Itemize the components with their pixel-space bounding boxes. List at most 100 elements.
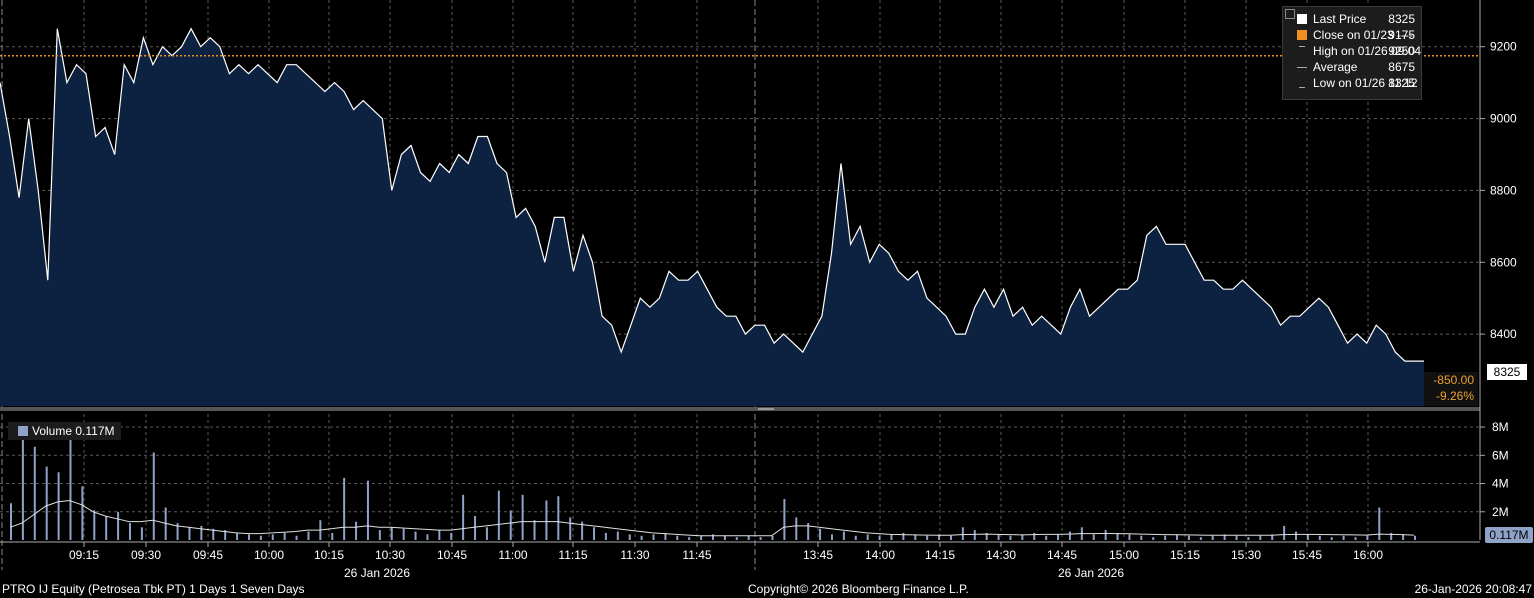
legend-row-high: High on 01/26 09:04 9250 bbox=[1283, 43, 1422, 59]
high-marker-icon bbox=[1299, 46, 1305, 56]
volume-bar bbox=[1128, 534, 1131, 540]
price-line bbox=[0, 27, 1424, 362]
legend-label: Last Price bbox=[1313, 12, 1367, 26]
volume-bar bbox=[224, 530, 227, 540]
volume-bar bbox=[878, 535, 881, 540]
time-tick-label: 15:30 bbox=[1231, 548, 1261, 562]
volume-bar bbox=[890, 534, 893, 540]
volume-bar bbox=[140, 527, 143, 540]
volume-bar bbox=[723, 535, 726, 540]
volume-tick-label: 8M bbox=[1492, 420, 1509, 434]
volume-bar bbox=[33, 446, 36, 540]
footer-timestamp: 26-Jan-2026 20:08:47 bbox=[1414, 582, 1532, 596]
legend-collapse-icon[interactable] bbox=[1285, 9, 1295, 19]
volume-square-icon bbox=[18, 426, 28, 436]
time-tick-label: 11:00 bbox=[498, 548, 527, 562]
volume-bar bbox=[914, 534, 917, 540]
volume-average-line bbox=[9, 499, 1415, 537]
volume-bar bbox=[81, 486, 84, 540]
volume-bar bbox=[866, 534, 869, 540]
volume-bar bbox=[10, 503, 12, 540]
time-tick-label: 09:45 bbox=[193, 548, 223, 562]
panel-separator bbox=[0, 407, 1480, 411]
volume-bar bbox=[1259, 535, 1262, 540]
price-tick-label: 8400 bbox=[1490, 327, 1517, 341]
volume-bar bbox=[236, 532, 239, 540]
volume-bar bbox=[521, 494, 524, 540]
volume-bar bbox=[1199, 537, 1202, 540]
volume-bar bbox=[1021, 534, 1024, 540]
time-tick-label: 14:15 bbox=[925, 548, 955, 562]
time-tick-label: 10:45 bbox=[437, 548, 467, 562]
volume-bar bbox=[1271, 534, 1274, 540]
volume-bar bbox=[1187, 535, 1190, 540]
legend-value: 9250 bbox=[1388, 44, 1415, 58]
volume-bar bbox=[1009, 535, 1012, 540]
volume-bar bbox=[783, 499, 786, 540]
volume-bar bbox=[664, 532, 667, 540]
volume-bar bbox=[712, 534, 714, 540]
volume-bar bbox=[176, 523, 179, 540]
legend-row-last-price: Last Price 8325 bbox=[1283, 11, 1419, 27]
volume-bar bbox=[1414, 535, 1416, 540]
volume-bar bbox=[1247, 537, 1250, 540]
volume-bar bbox=[735, 537, 738, 540]
volume-bar bbox=[830, 534, 833, 540]
volume-bar bbox=[961, 527, 964, 540]
volume-bar bbox=[295, 535, 298, 540]
volume-bar bbox=[509, 510, 512, 540]
volume-bar bbox=[105, 516, 108, 540]
volume-bar bbox=[45, 466, 48, 540]
volume-bar bbox=[485, 527, 488, 540]
volume-bar bbox=[1176, 534, 1179, 540]
volume-bar bbox=[1104, 530, 1107, 540]
volume-bar bbox=[200, 525, 203, 540]
volume-bar bbox=[533, 520, 536, 540]
volume-bar bbox=[1045, 535, 1048, 540]
legend-label: High on 01/26 09:04 bbox=[1313, 44, 1422, 58]
volume-bar bbox=[426, 534, 429, 540]
volume-bar bbox=[1306, 534, 1309, 540]
volume-tick-label: 2M bbox=[1492, 505, 1509, 519]
time-tick-label: 16:00 bbox=[1353, 548, 1383, 562]
volume-legend-value: 0.117M bbox=[75, 424, 115, 438]
volume-bar bbox=[747, 535, 750, 540]
volume-bar bbox=[985, 532, 988, 540]
volume-bar bbox=[343, 477, 346, 540]
time-tick-label: 15:00 bbox=[1109, 548, 1139, 562]
time-tick-label: 11:30 bbox=[620, 548, 649, 562]
volume-bar bbox=[188, 527, 191, 540]
volume-bar bbox=[688, 537, 691, 540]
volume-bar bbox=[1140, 535, 1143, 540]
volume-bar bbox=[1318, 535, 1321, 540]
volume-bar bbox=[438, 530, 441, 540]
volume-bar bbox=[128, 523, 131, 540]
price-tick-label: 8800 bbox=[1490, 183, 1517, 197]
volume-bar bbox=[926, 535, 929, 540]
volume-bar bbox=[69, 435, 72, 540]
volume-bar bbox=[628, 534, 631, 540]
volume-bar bbox=[1342, 535, 1345, 540]
volume-bar bbox=[331, 532, 334, 540]
date-label: 26 Jan 2026 bbox=[1058, 566, 1124, 580]
volume-bar bbox=[1235, 535, 1238, 540]
time-tick-label: 10:00 bbox=[254, 548, 284, 562]
volume-bar bbox=[1366, 535, 1369, 540]
volume-bar bbox=[652, 534, 655, 540]
volume-bar bbox=[1283, 525, 1286, 540]
volume-tick-label: 6M bbox=[1492, 448, 1509, 462]
legend-row-close: Close on 01/23 ---- 9175 bbox=[1283, 27, 1419, 43]
volume-bar bbox=[1033, 532, 1036, 540]
volume-bar bbox=[616, 531, 619, 540]
volume-bar bbox=[640, 535, 643, 540]
volume-bar bbox=[474, 516, 477, 540]
volume-bar bbox=[259, 535, 262, 540]
volume-bar bbox=[569, 517, 572, 540]
volume-bar bbox=[390, 527, 393, 540]
volume-bar bbox=[997, 534, 1000, 540]
time-tick-label: 13:45 bbox=[803, 548, 833, 562]
footer-copyright: Copyright© 2026 Bloomberg Finance L.P. bbox=[748, 582, 969, 596]
volume-bar bbox=[1223, 534, 1226, 540]
time-tick-label: 14:45 bbox=[1047, 548, 1077, 562]
volume-bar bbox=[212, 528, 215, 540]
